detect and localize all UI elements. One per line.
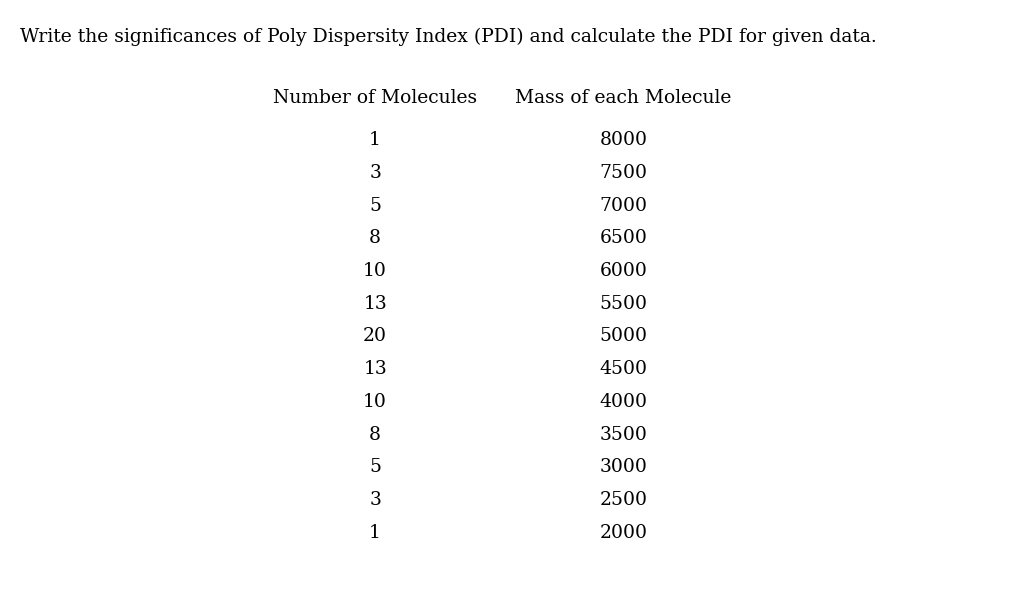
- Text: 10: 10: [363, 393, 387, 411]
- Text: 5: 5: [369, 458, 381, 476]
- Text: 7500: 7500: [599, 164, 648, 182]
- Text: 1: 1: [369, 524, 381, 541]
- Text: 6500: 6500: [599, 229, 648, 247]
- Text: 10: 10: [363, 262, 387, 280]
- Text: 13: 13: [363, 295, 387, 313]
- Text: 4000: 4000: [599, 393, 648, 411]
- Text: 3: 3: [369, 164, 381, 182]
- Text: 2000: 2000: [599, 524, 648, 541]
- Text: 20: 20: [363, 327, 387, 345]
- Text: 3500: 3500: [599, 425, 648, 444]
- Text: 1: 1: [369, 131, 381, 149]
- Text: 3: 3: [369, 491, 381, 509]
- Text: 5500: 5500: [599, 295, 648, 313]
- Text: Write the significances of Poly Dispersity Index (PDI) and calculate the PDI for: Write the significances of Poly Dispersi…: [20, 27, 877, 46]
- Text: 7000: 7000: [599, 197, 648, 214]
- Text: 8: 8: [369, 229, 381, 247]
- Text: 5000: 5000: [599, 327, 648, 345]
- Text: 8: 8: [369, 425, 381, 444]
- Text: Number of Molecules: Number of Molecules: [273, 89, 478, 106]
- Text: 13: 13: [363, 360, 387, 378]
- Text: 3000: 3000: [599, 458, 648, 476]
- Text: 8000: 8000: [599, 131, 648, 149]
- Text: Mass of each Molecule: Mass of each Molecule: [515, 89, 732, 106]
- Text: 2500: 2500: [599, 491, 648, 509]
- Text: 6000: 6000: [599, 262, 648, 280]
- Text: 5: 5: [369, 197, 381, 214]
- Text: 4500: 4500: [599, 360, 648, 378]
